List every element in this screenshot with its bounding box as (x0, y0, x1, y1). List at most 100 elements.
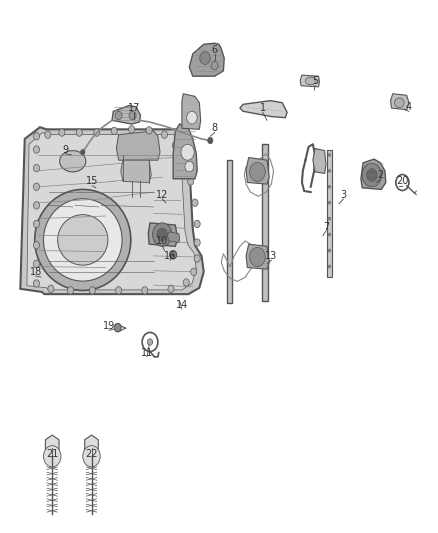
Ellipse shape (35, 189, 131, 290)
Text: 8: 8 (212, 123, 218, 133)
Text: 4: 4 (406, 102, 412, 112)
Circle shape (129, 126, 135, 133)
Circle shape (146, 127, 152, 134)
Text: 20: 20 (396, 176, 409, 187)
Circle shape (33, 183, 39, 190)
Circle shape (43, 446, 61, 467)
Polygon shape (240, 101, 287, 118)
Circle shape (172, 142, 178, 149)
Text: 16: 16 (164, 251, 176, 261)
Ellipse shape (58, 215, 108, 265)
Circle shape (328, 201, 331, 204)
Circle shape (89, 287, 95, 294)
Circle shape (328, 169, 331, 172)
Text: 11: 11 (141, 348, 153, 358)
Circle shape (33, 133, 39, 140)
Circle shape (116, 287, 122, 294)
Circle shape (194, 220, 200, 228)
Polygon shape (112, 106, 141, 124)
Polygon shape (327, 150, 332, 277)
Polygon shape (173, 124, 197, 179)
Circle shape (250, 163, 265, 181)
Polygon shape (167, 232, 180, 243)
Circle shape (168, 285, 174, 293)
Text: 18: 18 (29, 267, 42, 277)
Circle shape (183, 279, 189, 286)
Circle shape (194, 239, 200, 246)
Text: 12: 12 (156, 190, 169, 200)
Circle shape (94, 129, 100, 136)
Circle shape (185, 161, 194, 172)
Text: 6: 6 (212, 45, 218, 54)
Polygon shape (262, 144, 268, 301)
Circle shape (161, 131, 167, 139)
Circle shape (211, 61, 218, 70)
Polygon shape (227, 160, 232, 303)
Text: 14: 14 (176, 300, 188, 310)
Circle shape (362, 164, 381, 187)
Circle shape (111, 127, 117, 135)
Circle shape (191, 268, 197, 276)
Circle shape (33, 260, 39, 268)
Polygon shape (117, 131, 160, 160)
Circle shape (48, 285, 54, 293)
Circle shape (180, 157, 186, 164)
Circle shape (142, 287, 148, 294)
Ellipse shape (60, 151, 86, 172)
Circle shape (172, 253, 174, 256)
Text: 19: 19 (103, 321, 115, 331)
Text: 10: 10 (156, 236, 168, 246)
Circle shape (114, 324, 121, 332)
Polygon shape (20, 127, 204, 294)
Circle shape (83, 446, 100, 467)
Circle shape (328, 233, 331, 236)
Text: 1: 1 (260, 103, 266, 113)
Circle shape (192, 199, 198, 206)
Circle shape (328, 154, 331, 157)
Circle shape (157, 228, 167, 241)
Circle shape (194, 255, 200, 262)
Circle shape (33, 220, 39, 228)
Polygon shape (85, 435, 98, 454)
Polygon shape (121, 160, 151, 182)
Ellipse shape (305, 77, 316, 85)
Polygon shape (148, 223, 177, 246)
Circle shape (367, 168, 377, 181)
Circle shape (152, 223, 172, 246)
Text: 13: 13 (265, 251, 278, 261)
Circle shape (200, 52, 210, 64)
Circle shape (328, 249, 331, 252)
Polygon shape (246, 158, 269, 184)
Polygon shape (182, 94, 201, 130)
Text: 22: 22 (85, 449, 98, 458)
Polygon shape (361, 159, 386, 189)
Circle shape (208, 138, 213, 144)
Text: 9: 9 (62, 144, 68, 155)
Text: 5: 5 (312, 77, 318, 86)
Circle shape (328, 265, 331, 268)
Polygon shape (189, 43, 224, 76)
Circle shape (76, 129, 82, 136)
Circle shape (328, 185, 331, 188)
Circle shape (115, 111, 122, 120)
Text: 2: 2 (378, 170, 384, 180)
Circle shape (187, 177, 194, 185)
Text: 3: 3 (340, 190, 346, 200)
Circle shape (181, 144, 194, 160)
Polygon shape (391, 94, 409, 110)
Circle shape (129, 111, 136, 120)
Polygon shape (246, 244, 269, 269)
Circle shape (250, 247, 265, 266)
Ellipse shape (395, 98, 404, 108)
Circle shape (148, 339, 152, 345)
Circle shape (33, 241, 39, 249)
Circle shape (33, 165, 39, 172)
Ellipse shape (43, 199, 122, 281)
Text: 15: 15 (86, 176, 99, 187)
Polygon shape (46, 435, 59, 454)
Circle shape (33, 146, 39, 154)
Circle shape (33, 280, 39, 287)
Circle shape (59, 129, 65, 136)
Text: 17: 17 (127, 103, 140, 113)
Circle shape (45, 131, 51, 139)
